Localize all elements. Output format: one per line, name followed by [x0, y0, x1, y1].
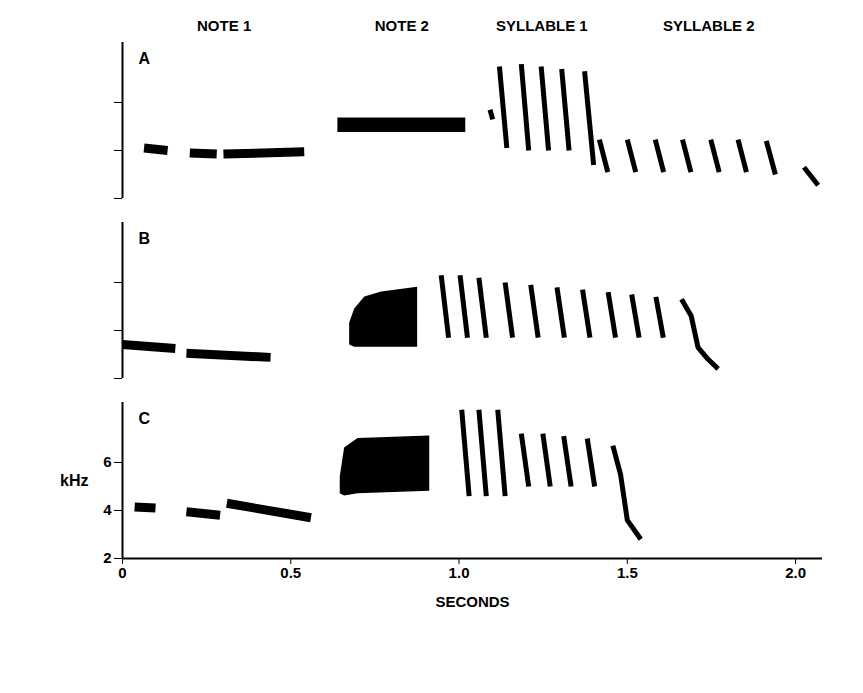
svg-text:kHz: kHz: [60, 472, 88, 489]
svg-text:NOTE 2: NOTE 2: [375, 17, 429, 34]
svg-text:0: 0: [118, 564, 126, 581]
svg-text:SECONDS: SECONDS: [435, 593, 509, 610]
svg-text:C: C: [139, 410, 151, 427]
svg-text:B: B: [139, 230, 151, 247]
svg-text:1.5: 1.5: [617, 564, 638, 581]
svg-text:NOTE 1: NOTE 1: [197, 17, 251, 34]
svg-text:SYLLABLE 1: SYLLABLE 1: [496, 17, 588, 34]
svg-text:SYLLABLE 2: SYLLABLE 2: [663, 17, 755, 34]
svg-text:2: 2: [103, 549, 111, 566]
svg-text:1.0: 1.0: [449, 564, 470, 581]
svg-text:0.5: 0.5: [280, 564, 301, 581]
svg-text:6: 6: [103, 453, 111, 470]
svg-text:4: 4: [103, 501, 112, 518]
svg-text:A: A: [139, 50, 151, 67]
svg-text:2.0: 2.0: [785, 564, 806, 581]
